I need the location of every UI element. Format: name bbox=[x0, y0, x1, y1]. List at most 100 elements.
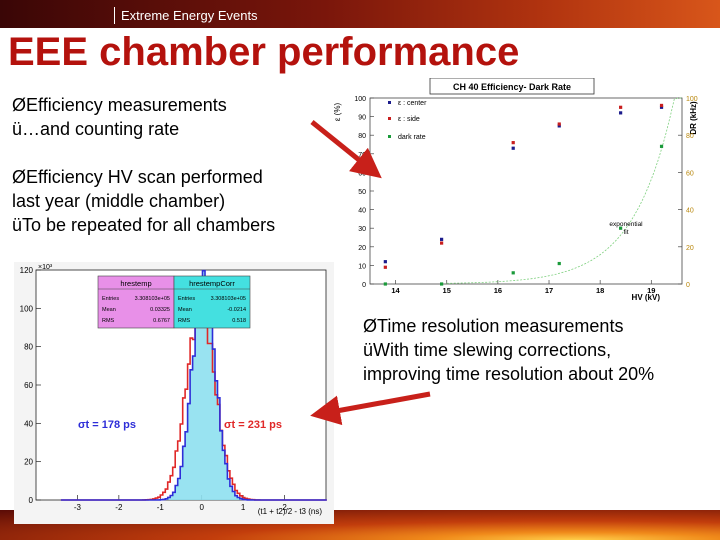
stats-row-value: 3.308103e+05 bbox=[135, 296, 170, 302]
efficiency-bullet-text: Efficiency measurements bbox=[26, 95, 227, 115]
efficiency-dark-rate-chart: CH 40 Efficiency- Dark Rate ε (%) DR (kH… bbox=[330, 78, 706, 306]
y2-tick-label: 20 bbox=[686, 245, 694, 252]
stats-row-key: Entries bbox=[102, 296, 119, 302]
x-tick-label: 15 bbox=[443, 286, 451, 295]
chart-legend: ε : center ε : side dark rate bbox=[388, 100, 427, 141]
time-res-text-2: With time slewing corrections, bbox=[373, 340, 612, 360]
stats-row-value: 0.03325 bbox=[150, 307, 170, 313]
y2-tick-label: 60 bbox=[686, 170, 694, 177]
hv-scan-line-3: üTo be repeated for all chambers bbox=[12, 213, 275, 237]
legend-label-side: ε : side bbox=[398, 116, 420, 123]
sigma-corrected-label: σt = 178 ps bbox=[78, 419, 136, 431]
counting-rate-line: ü…and counting rate bbox=[12, 117, 227, 141]
point-side bbox=[383, 265, 387, 269]
x-tick-label: 19 bbox=[647, 286, 655, 295]
chart-background bbox=[330, 78, 706, 306]
point-side bbox=[557, 122, 561, 126]
hv-scan-bullets: ØEfficiency HV scan performed last year … bbox=[12, 165, 275, 237]
hist-y-tick-label: 60 bbox=[24, 381, 33, 390]
y-tick-label: 0 bbox=[362, 282, 366, 289]
y-tick-label: 30 bbox=[358, 226, 366, 233]
x-tick-label: 14 bbox=[391, 286, 400, 295]
point-side bbox=[619, 105, 623, 109]
stats-row-key: Mean bbox=[178, 307, 192, 313]
point-side bbox=[440, 241, 444, 245]
hist-y-tick-label: 20 bbox=[24, 458, 33, 467]
y2-tick-label: 0 bbox=[686, 282, 690, 289]
legend-marker-center bbox=[388, 101, 391, 104]
legend-marker-dark-rate bbox=[388, 135, 391, 138]
time-resolution-bullets: ØTime resolution measurements üWith time… bbox=[363, 314, 654, 386]
time-res-line-1: ØTime resolution measurements bbox=[363, 314, 654, 338]
hist-x-tick-label: 1 bbox=[241, 503, 246, 512]
stats-row-key: Entries bbox=[178, 296, 195, 302]
arrowhead-bullet-icon: Ø bbox=[363, 316, 378, 336]
time-res-text-3: improving time resolution about 20% bbox=[363, 364, 655, 384]
header-divider bbox=[114, 7, 115, 24]
stats-box-title: hrestempCorr bbox=[189, 279, 235, 288]
hist-y-tick-label: 120 bbox=[20, 266, 34, 275]
stats-box bbox=[97, 275, 175, 329]
stats-row-key: RMS bbox=[102, 318, 115, 324]
chart-points bbox=[383, 103, 664, 286]
point-dark-rate bbox=[383, 282, 387, 286]
point-center bbox=[440, 237, 444, 241]
chart-title: CH 40 Efficiency- Dark Rate bbox=[453, 82, 571, 92]
hv-scan-line-2: last year (middle chamber) bbox=[12, 189, 275, 213]
point-side bbox=[659, 103, 664, 108]
sigma-uncorrected-label: σt = 231 ps bbox=[224, 419, 282, 431]
x-axis-label: HV (kV) bbox=[632, 293, 661, 302]
y2-tick-label: 100 bbox=[686, 96, 698, 103]
point-dark-rate bbox=[557, 261, 561, 266]
point-center bbox=[383, 260, 387, 264]
stats-row-value: 0.6767 bbox=[153, 318, 170, 324]
efficiency-bullet-line: ØEfficiency measurements bbox=[12, 93, 227, 117]
hv-scan-text-1: Efficiency HV scan performed bbox=[26, 167, 263, 187]
histogram-y-exponent: ×10³ bbox=[38, 264, 53, 271]
time-res-line-3: improving time resolution about 20% bbox=[363, 362, 654, 386]
fit-label-line-1: exponential bbox=[609, 221, 643, 228]
hv-scan-text-3: To be repeated for all chambers bbox=[22, 215, 276, 235]
hist-y-tick-label: 80 bbox=[24, 343, 33, 352]
y2-axis-label: DR (kHz) bbox=[689, 101, 698, 135]
stats-row-value: 0.518 bbox=[232, 318, 246, 324]
y-tick-label: 100 bbox=[354, 96, 366, 103]
exponential-fit-curve bbox=[446, 97, 682, 284]
slide-title: EEE chamber performance bbox=[8, 30, 520, 74]
x-tick-label: 17 bbox=[545, 286, 553, 295]
legend-label-dark-rate: dark rate bbox=[398, 134, 426, 141]
point-dark-rate bbox=[659, 144, 664, 148]
x-tick-label: 16 bbox=[494, 286, 502, 295]
counting-rate-text: …and counting rate bbox=[22, 119, 180, 139]
y-tick-label: 60 bbox=[358, 170, 366, 177]
legend-marker-side bbox=[388, 117, 391, 120]
stats-box-title: hrestemp bbox=[120, 279, 151, 288]
hist-y-tick-label: 0 bbox=[29, 496, 34, 505]
y-tick-label: 70 bbox=[358, 152, 366, 159]
y-tick-label: 80 bbox=[358, 133, 366, 140]
chart-title-box bbox=[429, 78, 595, 95]
header-bar: Extreme Energy Events bbox=[0, 0, 720, 28]
stats-row-value: -0.0214 bbox=[227, 307, 246, 313]
hist-x-tick-label: -2 bbox=[115, 503, 123, 512]
hist-x-tick-label: -3 bbox=[74, 503, 82, 512]
legend-label-center: ε : center bbox=[398, 100, 427, 107]
y2-tick-label: 40 bbox=[686, 208, 694, 215]
hist-x-tick-label: 2 bbox=[282, 503, 287, 512]
stats-row-value: 3.308103e+05 bbox=[211, 296, 246, 302]
y2-tick-label: 80 bbox=[686, 133, 694, 140]
point-center bbox=[557, 124, 561, 128]
point-dark-rate bbox=[440, 282, 444, 286]
time-resolution-histogram: 0 20 40 60 80 100 120 -3 -2 -1 0 1 2 hrestemp Entries… bbox=[14, 262, 334, 524]
check-mark-icon: ü bbox=[12, 215, 23, 235]
point-dark-rate bbox=[619, 226, 623, 230]
time-res-text-1: Time resolution measurements bbox=[377, 316, 624, 336]
arrowhead-bullet-icon: Ø bbox=[12, 167, 27, 187]
header-title: Extreme Energy Events bbox=[121, 8, 258, 23]
y-tick-label: 10 bbox=[358, 263, 366, 270]
arrowhead-bullet-icon: Ø bbox=[12, 95, 27, 115]
hist-y-tick-label: 100 bbox=[20, 304, 34, 313]
point-dark-rate bbox=[511, 271, 515, 275]
point-side bbox=[511, 141, 515, 145]
check-mark-icon: ü bbox=[12, 119, 23, 139]
